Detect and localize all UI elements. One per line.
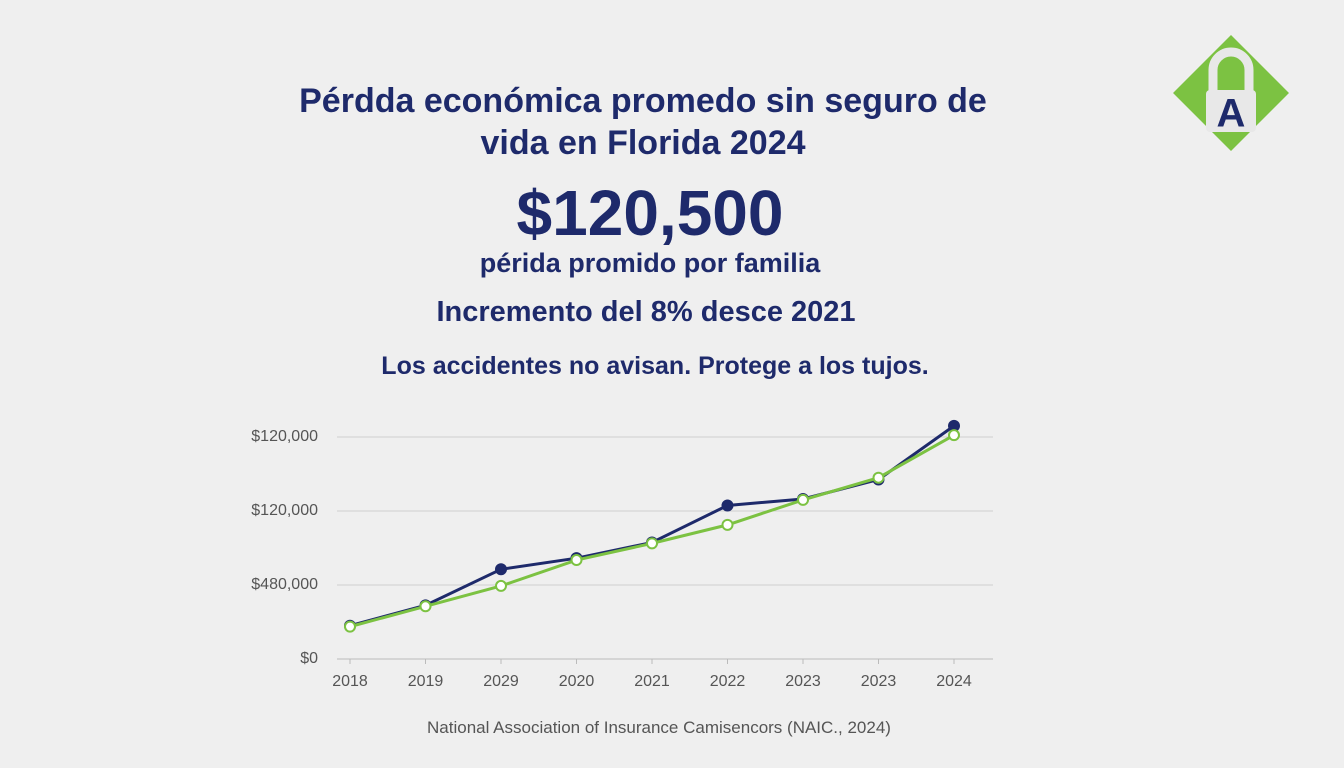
x-tick-label: 2029	[483, 673, 519, 690]
point	[797, 493, 809, 506]
logo-letter: A	[1217, 92, 1246, 136]
tagline: Los accidentes no avisan. Protege a los …	[381, 352, 929, 380]
title: Pérdda económica promedo sin seguro de v…	[299, 82, 987, 162]
headline-value: $120,500	[516, 177, 784, 249]
x-tick-label: 2022	[710, 673, 746, 690]
point	[721, 499, 734, 512]
point	[721, 518, 734, 531]
point	[872, 471, 885, 484]
x-tick-label: 2020	[559, 673, 595, 690]
source: National Association of Insurance Camise…	[427, 718, 891, 737]
y-tick-label: $120,000	[251, 428, 318, 445]
x-tick-label: 2024	[936, 673, 972, 690]
point	[495, 579, 507, 592]
y-tick-label: $120,000	[251, 502, 318, 519]
logo-shackle	[1208, 47, 1254, 92]
point	[419, 600, 432, 613]
increase-note: Incremento del 8% desce 2021	[436, 296, 856, 328]
series-line	[349, 424, 955, 628]
logo-body	[1206, 90, 1256, 132]
headline-caption: périda promido por familia	[479, 248, 821, 278]
y-tick-label: $0	[300, 650, 318, 667]
point	[570, 554, 583, 567]
x-tick-label: 2023	[785, 673, 821, 690]
point	[948, 429, 960, 442]
x-tick-label: 2018	[332, 673, 368, 690]
point	[344, 620, 356, 633]
x-tick-label: 2023	[861, 673, 897, 690]
x-tick-label: 2019	[408, 673, 444, 690]
x-tick-label: 2021	[634, 673, 670, 690]
y-tick-label: $480,000	[251, 576, 318, 593]
point	[646, 537, 658, 550]
point	[495, 563, 507, 576]
logo: A	[1173, 35, 1289, 151]
